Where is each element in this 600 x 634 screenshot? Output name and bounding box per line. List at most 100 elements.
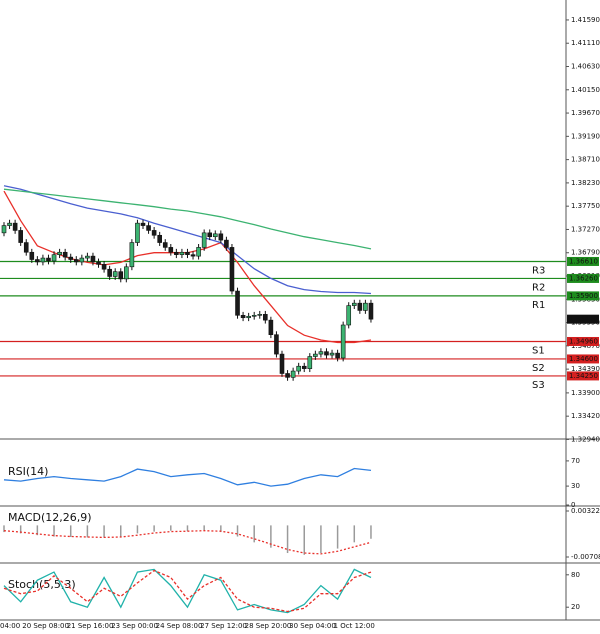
- candle-body: [96, 261, 101, 265]
- y-tick-label: 1.37270: [571, 225, 600, 233]
- candle-body: [346, 305, 352, 326]
- candle-body: [340, 324, 346, 359]
- y-tick-label: 20: [571, 603, 580, 611]
- candle-body: [12, 222, 18, 231]
- candle-body: [307, 356, 313, 369]
- candle-body: [79, 257, 85, 263]
- candle-body: [218, 233, 224, 241]
- candle-body: [90, 255, 96, 263]
- candle-body: [124, 266, 129, 280]
- y-tick-label: 1.33420: [571, 412, 600, 420]
- candle-body: [335, 352, 340, 359]
- level-name: S2: [532, 363, 545, 374]
- level-price: 1.36610: [569, 257, 598, 265]
- candle-body: [313, 353, 318, 357]
- candle-body: [363, 302, 368, 311]
- y-tick-label: 1.41590: [571, 16, 600, 24]
- candle-body: [168, 247, 174, 253]
- stoch-line: [3, 568, 372, 614]
- candle-body: [18, 230, 23, 243]
- y-tick-label: 1.38710: [571, 156, 600, 164]
- x-tick-label: 24 Sep 08:00: [156, 622, 203, 630]
- candle-body: [73, 259, 79, 263]
- candle-body: [318, 351, 324, 355]
- level-price: 1.35900: [569, 292, 598, 300]
- y-tick-label: 1.33900: [571, 389, 600, 397]
- x-tick-label: 23 Sep 00:00: [111, 622, 158, 630]
- candle-body: [118, 271, 124, 280]
- candle-body: [279, 353, 285, 374]
- candle-body: [107, 268, 112, 277]
- level-price-box: [567, 336, 599, 346]
- candle-body: [162, 242, 168, 248]
- y-tick-label: 1.40630: [571, 63, 600, 71]
- y-tick-label: 1.39190: [571, 132, 600, 140]
- y-tick-label: 1.32940: [571, 435, 600, 443]
- signal-line: [3, 530, 372, 555]
- candle-body: [351, 302, 357, 306]
- candle-body: [7, 222, 12, 226]
- candle-body: [40, 257, 46, 263]
- candle-body: [263, 314, 268, 321]
- y-tick-label: 1.40150: [571, 86, 600, 94]
- candle-body: [1, 225, 7, 234]
- y-tick-label: 30: [571, 482, 580, 490]
- moving-average: [3, 185, 372, 295]
- moving-average: [3, 188, 372, 250]
- candle-body: [224, 239, 229, 248]
- panel-title: RSI(14): [8, 465, 48, 478]
- candle-body: [179, 251, 185, 255]
- level-price-box: [567, 291, 599, 301]
- candle-body: [229, 247, 235, 292]
- y-tick-label: 1.39670: [571, 109, 600, 117]
- y-tick-label: 1.38230: [571, 179, 600, 187]
- x-tick-label: 30 Sep 04:00: [289, 622, 336, 630]
- level-price-box: [567, 371, 599, 381]
- candle-body: [112, 271, 118, 277]
- candle-body: [68, 256, 74, 260]
- level-price: 1.34600: [569, 355, 598, 363]
- x-tick-label: 21 Sep 16:00: [67, 622, 114, 630]
- y-tick-label: 0: [571, 501, 575, 509]
- candle-body: [257, 314, 263, 316]
- candle-body: [235, 290, 240, 316]
- y-tick-label: 0.003223: [571, 507, 600, 515]
- candle-body: [151, 230, 157, 236]
- candle-body: [290, 370, 296, 378]
- level-name: R2: [532, 282, 545, 293]
- x-tick-label: 28 Sep 20:00: [245, 622, 292, 630]
- level-price: 1.34250: [569, 372, 598, 380]
- candle-body: [251, 314, 257, 317]
- candle-body: [357, 302, 363, 311]
- candle-body: [190, 254, 196, 257]
- candle-body: [57, 251, 62, 255]
- level-price-box: [567, 273, 599, 283]
- candle-body: [23, 242, 29, 253]
- candle-body: [129, 242, 135, 268]
- level-name: S3: [532, 380, 545, 391]
- candle-body: [174, 251, 179, 255]
- level-name: S1: [532, 345, 545, 356]
- candle-body: [212, 233, 218, 238]
- candle-body: [201, 232, 207, 248]
- candle-body: [135, 222, 140, 243]
- candle-body: [196, 247, 201, 257]
- x-tick-label: 04:00: [0, 622, 20, 630]
- candle-body: [185, 251, 190, 255]
- candle-body: [29, 251, 35, 260]
- candle-body: [285, 373, 290, 378]
- last-price-box: [567, 314, 599, 324]
- level-name: R3: [532, 265, 545, 276]
- level-price: 1.36260: [569, 274, 598, 282]
- candle-body: [246, 315, 251, 319]
- y-tick-label: 80: [571, 571, 580, 579]
- candle-body: [268, 319, 274, 335]
- level-price-box: [567, 354, 599, 364]
- candle-body: [274, 334, 279, 355]
- x-tick-label: 27 Sep 12:00: [200, 622, 247, 630]
- level-price-box: [567, 256, 599, 266]
- last-price: 1.35420: [569, 315, 598, 323]
- candle-body: [368, 302, 374, 320]
